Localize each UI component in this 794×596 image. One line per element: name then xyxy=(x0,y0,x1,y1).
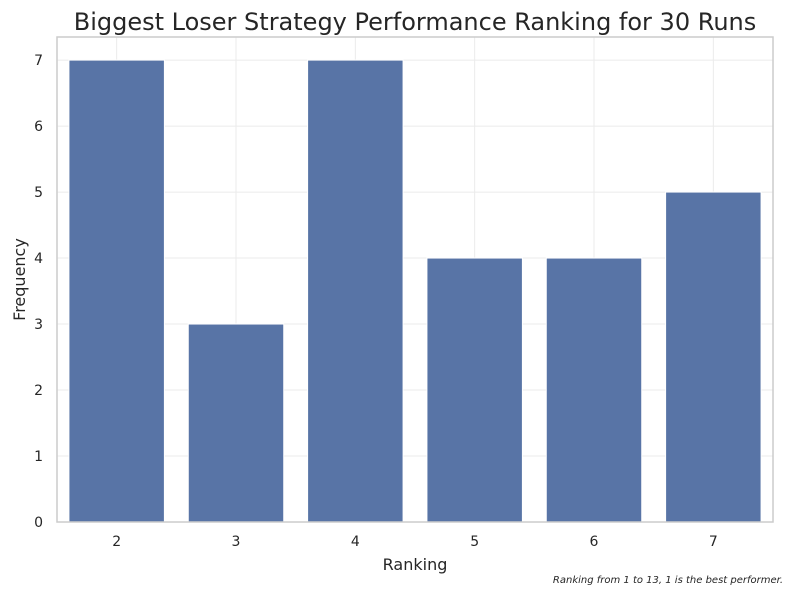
plot-area-frame xyxy=(56,36,774,523)
bar-ranking-3 xyxy=(187,323,285,523)
x-tick-label: 3 xyxy=(232,534,241,550)
x-tick-label: 7 xyxy=(709,534,718,550)
x-tick-label: 6 xyxy=(590,534,599,550)
y-tick-label: 0 xyxy=(34,515,43,531)
bar-ranking-6 xyxy=(545,257,643,523)
bar-ranking-4 xyxy=(307,59,404,523)
bar-ranking-7 xyxy=(665,191,762,523)
y-tick-label: 3 xyxy=(34,317,43,333)
chart-title: Biggest Loser Strategy Performance Ranki… xyxy=(74,8,757,36)
chart-annotation: Ranking from 1 to 13, 1 is the best perf… xyxy=(553,575,783,586)
x-tick-label: 5 xyxy=(470,534,479,550)
bar-ranking-5 xyxy=(426,257,523,523)
y-tick-label: 1 xyxy=(34,449,43,465)
y-tick-label: 6 xyxy=(34,119,43,135)
x-axis-label: Ranking xyxy=(383,555,448,574)
x-tick-label: 4 xyxy=(351,534,360,550)
y-axis-label: Frequency xyxy=(10,238,29,321)
y-tick-label: 5 xyxy=(34,185,43,201)
bars xyxy=(68,59,762,523)
x-axis-ticks: 2 3 4 5 6 7 xyxy=(112,534,718,550)
y-tick-label: 4 xyxy=(34,251,43,267)
bar-ranking-2 xyxy=(68,59,165,523)
x-tick-label: 2 xyxy=(112,534,121,550)
y-axis-ticks: 0 1 2 3 4 5 6 7 xyxy=(34,53,43,531)
y-tick-label: 2 xyxy=(34,383,43,399)
y-tick-label: 7 xyxy=(34,53,43,69)
